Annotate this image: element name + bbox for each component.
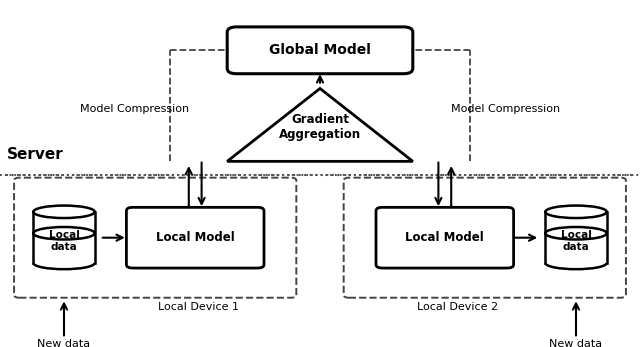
Ellipse shape	[33, 205, 95, 218]
Polygon shape	[227, 88, 413, 161]
Text: Model Compression: Model Compression	[451, 104, 560, 114]
Text: Local Device 1: Local Device 1	[158, 302, 239, 312]
Text: Local
data: Local data	[49, 230, 79, 252]
Polygon shape	[545, 212, 607, 263]
Text: Local Model: Local Model	[156, 231, 235, 244]
Polygon shape	[33, 212, 95, 263]
Text: Local
data: Local data	[561, 230, 591, 252]
FancyBboxPatch shape	[376, 208, 513, 268]
Text: Server: Server	[7, 147, 63, 162]
Text: New data: New data	[37, 339, 91, 347]
FancyBboxPatch shape	[127, 208, 264, 268]
Text: Model Compression: Model Compression	[80, 104, 189, 114]
Text: Local Device 2: Local Device 2	[417, 302, 498, 312]
Text: Local Model: Local Model	[405, 231, 484, 244]
Text: Global Model: Global Model	[269, 43, 371, 57]
Text: New data: New data	[549, 339, 603, 347]
FancyBboxPatch shape	[227, 27, 413, 74]
Text: Gradient
Aggregation: Gradient Aggregation	[279, 113, 361, 141]
Ellipse shape	[545, 205, 607, 218]
